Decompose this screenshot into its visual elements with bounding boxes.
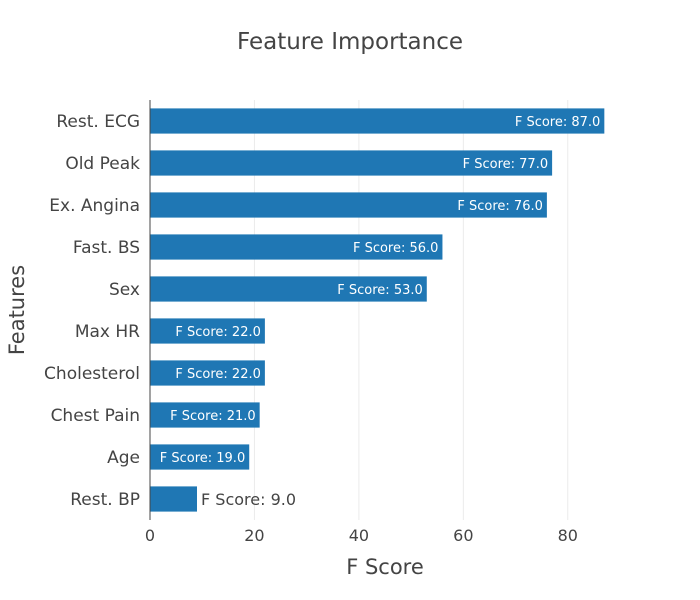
x-tick-label: 80 (558, 526, 578, 545)
data-label: F Score: 76.0 (457, 199, 542, 214)
data-label: F Score: 77.0 (463, 157, 548, 172)
bar (150, 444, 250, 470)
x-tick-label: 40 (349, 526, 369, 545)
data-label: F Score: 22.0 (175, 325, 260, 340)
y-tick-label: Cholesterol (44, 364, 140, 384)
bar (150, 192, 547, 218)
data-label: F Score: 22.0 (175, 367, 260, 382)
bar (150, 318, 265, 344)
data-label: F Score: 87.0 (515, 115, 600, 130)
y-tick-label: Max HR (75, 322, 140, 342)
bar (150, 276, 427, 302)
x-tick-label: 20 (244, 526, 264, 545)
y-tick-label: Age (107, 448, 140, 468)
y-tick-label: Rest. ECG (56, 112, 140, 132)
y-tick-label: Ex. Angina (49, 196, 140, 216)
bars (150, 108, 605, 512)
bar (150, 402, 260, 428)
x-tick-labels: 0 20 40 60 80 (145, 526, 578, 545)
bar (150, 108, 605, 134)
y-tick-label: Sex (109, 280, 140, 300)
y-tick-label: Old Peak (65, 154, 140, 174)
y-axis-title: Features (5, 265, 29, 355)
bar (150, 360, 265, 386)
y-tick-labels: Rest. ECG Old Peak Ex. Angina Fast. BS Sex Ma… (44, 112, 140, 510)
data-label: F Score: 53.0 (337, 283, 422, 298)
data-label: F Score: 9.0 (201, 490, 296, 509)
y-tick-label: Rest. BP (70, 490, 140, 510)
y-tick-label: Fast. BS (73, 238, 140, 258)
bar (150, 150, 553, 176)
data-label: F Score: 21.0 (170, 409, 255, 424)
x-axis-title: F Score (346, 555, 424, 579)
x-tick-label: 60 (453, 526, 473, 545)
data-labels: F Score: 87.0 F Score: 77.0 F Score: 76.0 F… (160, 115, 601, 509)
y-tick-label: Chest Pain (51, 406, 140, 426)
chart-title: Feature Importance (237, 29, 463, 55)
x-tick-label: 0 (145, 526, 155, 545)
bar (150, 234, 443, 260)
data-label: F Score: 56.0 (353, 241, 438, 256)
bar (150, 486, 197, 512)
data-label: F Score: 19.0 (160, 451, 245, 466)
